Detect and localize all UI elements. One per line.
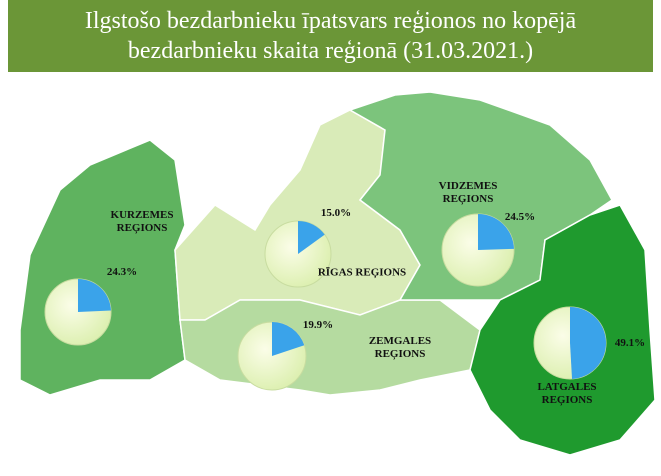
- title-bar: Ilgstošo bezdarbnieku īpatsvars reģionos…: [8, 0, 653, 72]
- pie-slice: [570, 307, 606, 379]
- value-label: 24.5%: [504, 211, 536, 223]
- kurzeme-area: [19, 139, 186, 396]
- region-name: LATGALES REĢIONS: [537, 381, 597, 406]
- value-label: 19.9%: [302, 319, 334, 331]
- region-name: KURZEMES REĢIONS: [110, 209, 174, 234]
- value-label: 24.3%: [106, 266, 138, 278]
- region-name: ZEMGALES REĢIONS: [368, 335, 432, 360]
- pie-slice: [298, 221, 325, 254]
- pie-slice: [78, 279, 111, 312]
- pie-slice: [272, 322, 305, 356]
- value-label: 49.1%: [614, 337, 646, 349]
- region-name: VIDZEMES REĢIONS: [438, 180, 498, 205]
- region-name: RĪGAS REĢIONS: [317, 266, 407, 279]
- value-label: 15.0%: [320, 207, 352, 219]
- pie-slice: [478, 214, 514, 250]
